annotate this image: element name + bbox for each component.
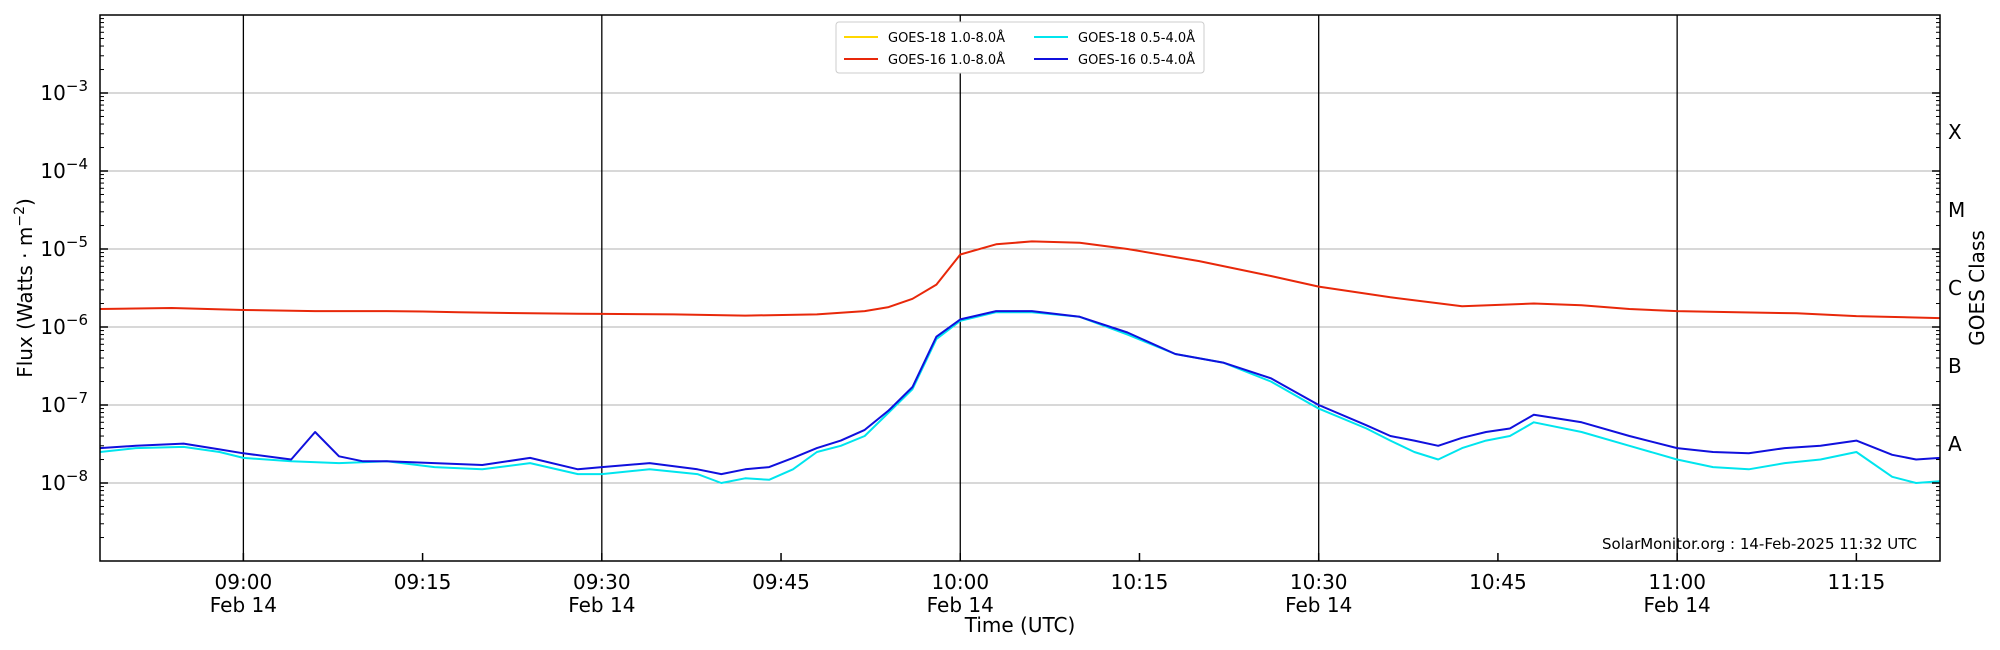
x-tick-time-label: 10:15 (1111, 570, 1169, 594)
legend-label: GOES-16 0.5-4.0Å (1078, 52, 1195, 68)
legend-label: GOES-18 1.0-8.0Å (888, 30, 1005, 46)
x-tick-time-label: 09:00 (215, 570, 273, 594)
x-tick-date-label: Feb 14 (1644, 593, 1711, 617)
x-tick-date-label: Feb 14 (927, 593, 994, 617)
y-tick-label-base: 10 (40, 237, 65, 261)
y-tick-label-base: 10 (40, 393, 65, 417)
x-tick-time-label: 11:00 (1648, 570, 1706, 594)
grid-layer (100, 92, 1940, 484)
x-axis-label: Time (UTC) (964, 613, 1076, 637)
y-tick-label: 10−4 (40, 155, 88, 183)
x-tick-time-label: 09:15 (394, 570, 452, 594)
goes-class-axis-label: GOES Class (1965, 230, 1989, 346)
major-time-lines (242, 15, 1678, 561)
y-tick-label-base: 10 (40, 159, 65, 183)
y-tick-label-exponent: −4 (66, 155, 88, 173)
plot-frame (99, 14, 1941, 562)
series-line-1 (99, 240, 1941, 320)
y-tick-label-exponent: −7 (66, 389, 88, 407)
goes-class-label: B (1948, 354, 1962, 378)
x-tick-date-label: Feb 14 (568, 593, 635, 617)
x-tick-time-label: 09:30 (573, 570, 631, 594)
goes-class-label: C (1948, 276, 1962, 300)
series-line-2 (99, 311, 1941, 484)
y-tick-label-exponent: −5 (66, 233, 88, 251)
y-tick-label-exponent: −3 (66, 77, 88, 95)
y-tick-label: 10−8 (40, 467, 88, 495)
goes-class-label: M (1948, 198, 1965, 222)
y-tick-label-exponent: −6 (66, 311, 88, 329)
source-annotation: SolarMonitor.org : 14-Feb-2025 11:32 UTC (1602, 535, 1917, 553)
y-tick-label-base: 10 (40, 81, 65, 105)
goes-class-label: A (1948, 432, 1962, 456)
y-tick-label: 10−7 (40, 389, 88, 417)
series-line-3 (99, 310, 1941, 476)
series-layer (99, 240, 1941, 484)
y-tick-label: 10−5 (40, 233, 88, 261)
x-tick-time-label: 10:45 (1469, 570, 1527, 594)
legend-label: GOES-18 0.5-4.0Å (1078, 30, 1195, 46)
y-axis-label: Flux (Watts · m−2) (12, 198, 37, 378)
y-axis-label-close: ) (13, 198, 37, 206)
y-tick-label: 10−3 (40, 77, 88, 105)
y-tick-label: 10−6 (40, 311, 88, 339)
x-tick-time-label: 09:45 (752, 570, 810, 594)
y-axis-label-exponent: −2 (12, 206, 28, 227)
goes-class-label: X (1948, 120, 1962, 144)
x-tick-time-label: 10:00 (931, 570, 989, 594)
y-tick-label-base: 10 (40, 471, 65, 495)
legend: GOES-18 1.0-8.0Å GOES-16 1.0-8.0Å GOES-18 … (835, 21, 1205, 74)
y-axis-ticks: 10−810−710−610−510−410−3 (40, 18, 1940, 539)
x-tick-time-label: 11:15 (1828, 570, 1886, 594)
y-tick-label-exponent: −8 (66, 467, 88, 485)
x-tick-time-label: 10:30 (1290, 570, 1348, 594)
legend-box (835, 21, 1205, 74)
y-tick-label-base: 10 (40, 315, 65, 339)
plot-background (100, 15, 1940, 561)
goes-class-labels: A B C M X (1948, 120, 1965, 456)
x-tick-date-label: Feb 14 (210, 593, 277, 617)
legend-label: GOES-16 1.0-8.0Å (888, 52, 1005, 68)
x-tick-date-label: Feb 14 (1285, 593, 1352, 617)
